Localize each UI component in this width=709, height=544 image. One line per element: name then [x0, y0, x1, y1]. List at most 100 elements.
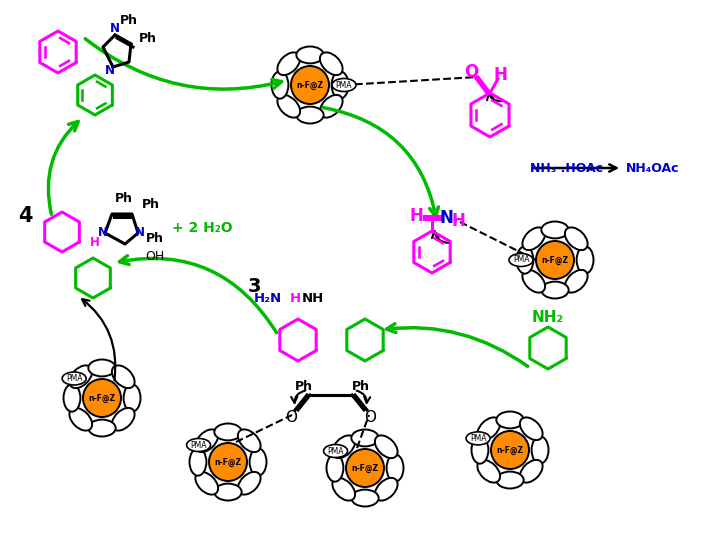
Ellipse shape: [238, 472, 261, 494]
Text: PMA: PMA: [470, 434, 486, 443]
Ellipse shape: [277, 95, 300, 118]
Ellipse shape: [112, 408, 135, 431]
Text: NH₄OAc: NH₄OAc: [626, 162, 679, 175]
Text: H₂N: H₂N: [254, 292, 282, 305]
Ellipse shape: [496, 472, 524, 489]
Text: 3: 3: [248, 277, 262, 296]
Ellipse shape: [565, 227, 588, 250]
Text: NH: NH: [302, 292, 324, 305]
Text: N: N: [110, 22, 120, 35]
Ellipse shape: [352, 490, 379, 506]
Ellipse shape: [64, 385, 80, 412]
Text: n-F@Z: n-F@Z: [496, 446, 523, 455]
Ellipse shape: [272, 71, 289, 98]
Ellipse shape: [196, 429, 218, 452]
Text: n-F@Z: n-F@Z: [352, 463, 379, 473]
Ellipse shape: [520, 460, 542, 483]
Circle shape: [536, 241, 574, 279]
Text: Ph: Ph: [295, 380, 313, 393]
Text: NH₂: NH₂: [532, 311, 564, 325]
Text: Ph: Ph: [115, 192, 133, 205]
Circle shape: [291, 66, 329, 104]
Text: PMA: PMA: [513, 256, 529, 264]
Text: PMA: PMA: [66, 374, 82, 383]
Ellipse shape: [89, 419, 116, 436]
Ellipse shape: [186, 438, 211, 452]
Text: n-F@Z: n-F@Z: [89, 393, 116, 403]
Ellipse shape: [332, 71, 349, 98]
Circle shape: [83, 379, 121, 417]
Ellipse shape: [471, 436, 489, 463]
Text: PMA: PMA: [336, 81, 352, 90]
Text: Ph: Ph: [146, 232, 164, 245]
Text: PMA: PMA: [190, 441, 207, 449]
Ellipse shape: [386, 454, 403, 481]
Text: H: H: [90, 237, 100, 250]
Text: + 2 H₂O: + 2 H₂O: [172, 221, 233, 235]
Text: H: H: [409, 207, 423, 225]
Ellipse shape: [277, 52, 300, 75]
Ellipse shape: [532, 436, 549, 463]
Ellipse shape: [466, 432, 490, 445]
Text: n-F@Z: n-F@Z: [542, 256, 569, 264]
Text: NH₃ .HOAc: NH₃ .HOAc: [530, 162, 603, 175]
Ellipse shape: [496, 411, 524, 429]
Ellipse shape: [565, 270, 588, 293]
Text: O: O: [464, 63, 478, 81]
Circle shape: [209, 443, 247, 481]
Text: N: N: [105, 65, 115, 77]
Ellipse shape: [523, 270, 545, 293]
Text: 4: 4: [18, 206, 33, 226]
Text: H: H: [451, 212, 465, 230]
Ellipse shape: [576, 246, 593, 274]
Ellipse shape: [542, 221, 569, 238]
Ellipse shape: [214, 423, 242, 441]
Text: O: O: [285, 411, 297, 425]
Text: N: N: [135, 226, 145, 239]
Text: n-F@Z: n-F@Z: [296, 81, 323, 90]
Ellipse shape: [320, 52, 342, 75]
Ellipse shape: [477, 460, 500, 483]
Ellipse shape: [112, 366, 135, 388]
Ellipse shape: [375, 435, 398, 458]
Ellipse shape: [516, 246, 533, 274]
Ellipse shape: [323, 444, 347, 458]
Ellipse shape: [69, 366, 92, 388]
Ellipse shape: [509, 254, 533, 267]
Ellipse shape: [375, 478, 398, 500]
Ellipse shape: [69, 408, 92, 431]
Text: OH: OH: [145, 250, 164, 263]
Ellipse shape: [520, 417, 542, 440]
Text: Ph: Ph: [139, 32, 157, 45]
Ellipse shape: [214, 484, 242, 500]
Ellipse shape: [352, 430, 379, 447]
Ellipse shape: [477, 417, 500, 440]
Ellipse shape: [89, 360, 116, 376]
Ellipse shape: [320, 95, 342, 118]
Ellipse shape: [333, 478, 355, 500]
Text: H: H: [493, 66, 507, 84]
Ellipse shape: [250, 448, 267, 475]
Ellipse shape: [189, 448, 206, 475]
Text: Ph: Ph: [120, 14, 138, 27]
Ellipse shape: [332, 78, 356, 91]
Ellipse shape: [296, 46, 323, 64]
Ellipse shape: [333, 435, 355, 458]
Ellipse shape: [296, 107, 323, 123]
Ellipse shape: [523, 227, 545, 250]
Text: Ph: Ph: [352, 380, 370, 393]
Text: N: N: [98, 226, 108, 239]
Text: H: H: [289, 292, 301, 305]
Text: N: N: [439, 209, 453, 227]
Text: n-F@Z: n-F@Z: [214, 458, 242, 467]
Ellipse shape: [196, 472, 218, 494]
Ellipse shape: [542, 282, 569, 299]
Circle shape: [491, 431, 529, 469]
Text: O: O: [364, 411, 376, 425]
Text: Ph: Ph: [142, 198, 160, 211]
Ellipse shape: [62, 372, 86, 385]
Ellipse shape: [123, 385, 140, 412]
Circle shape: [346, 449, 384, 487]
Ellipse shape: [327, 454, 343, 481]
Text: PMA: PMA: [328, 447, 344, 455]
